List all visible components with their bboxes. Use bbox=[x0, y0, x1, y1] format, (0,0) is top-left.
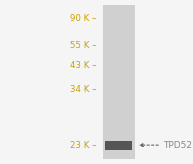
Text: TPD52: TPD52 bbox=[163, 141, 192, 150]
Text: 34 K –: 34 K – bbox=[70, 85, 96, 94]
Bar bbox=[105, 141, 132, 150]
Text: 55 K –: 55 K – bbox=[70, 41, 96, 50]
Text: 23 K –: 23 K – bbox=[70, 141, 96, 150]
Text: 90 K –: 90 K – bbox=[70, 14, 96, 23]
Text: 43 K –: 43 K – bbox=[70, 61, 96, 70]
Bar bbox=[103, 5, 135, 159]
